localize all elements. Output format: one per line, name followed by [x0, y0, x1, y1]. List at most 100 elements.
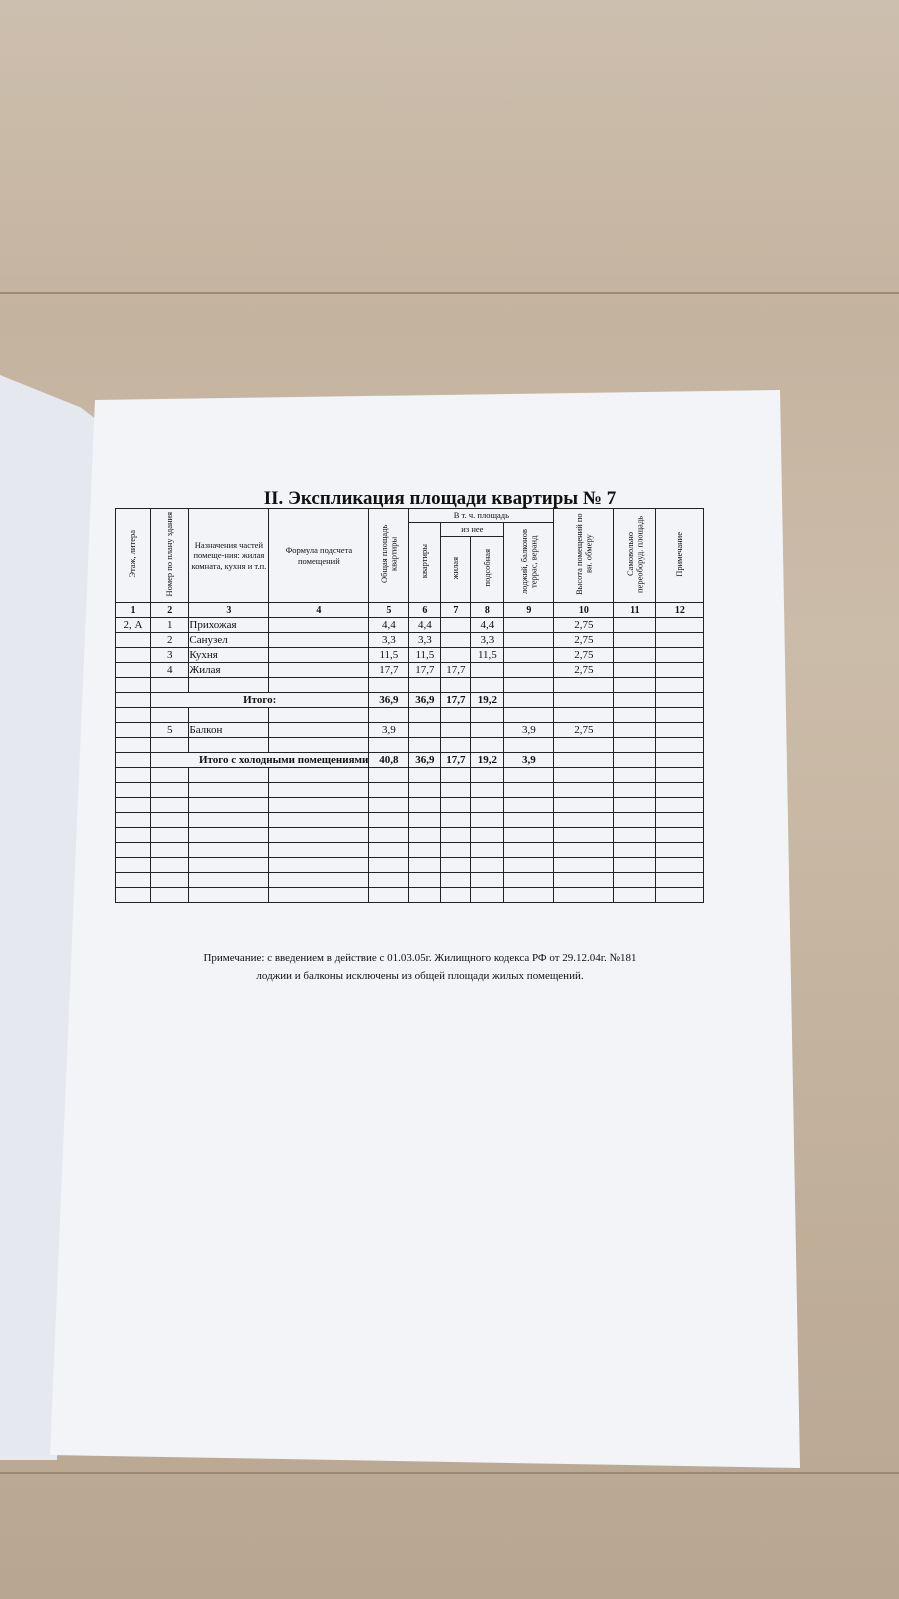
header-cell: Этаж, литера — [115, 508, 151, 603]
header-text: жилая — [450, 556, 461, 580]
empty-row — [115, 842, 705, 858]
cell — [115, 827, 151, 843]
cell — [149, 857, 190, 873]
header-cell: лоджий, балконов террас, веранд — [503, 522, 555, 603]
cell — [268, 737, 370, 753]
cell: 36,9 — [408, 752, 442, 768]
cell — [613, 782, 657, 798]
cell — [655, 827, 705, 843]
header-text: квартиры — [419, 543, 430, 579]
cell — [470, 737, 505, 753]
column-number: 5 — [368, 602, 410, 618]
cell — [115, 812, 151, 828]
header-cell: Высота помещений по вн. обмеру — [553, 508, 615, 603]
cell — [613, 857, 657, 873]
cell — [470, 767, 505, 783]
cell — [368, 767, 410, 783]
column-number: 7 — [440, 602, 472, 618]
cell — [115, 842, 151, 858]
cell — [440, 797, 472, 813]
cell — [613, 677, 657, 693]
cell — [268, 707, 370, 723]
cell — [470, 677, 505, 693]
cell — [655, 647, 705, 663]
cell — [655, 737, 705, 753]
cell — [268, 797, 370, 813]
cell: Жилая — [188, 662, 270, 678]
cell — [440, 857, 472, 873]
cell — [440, 842, 472, 858]
cell — [188, 707, 270, 723]
cell — [655, 842, 705, 858]
cell — [655, 692, 705, 708]
cell — [368, 677, 410, 693]
cell — [115, 677, 151, 693]
cell — [613, 617, 657, 633]
cell — [115, 857, 151, 873]
cell: 11,5 — [368, 647, 410, 663]
cell — [553, 677, 615, 693]
cell — [613, 797, 657, 813]
header-cell: В т. ч. площадь — [408, 508, 555, 523]
header-text: Номер по плану здания — [164, 511, 175, 597]
column-number: 4 — [268, 602, 370, 618]
cell — [655, 812, 705, 828]
cell — [613, 692, 657, 708]
cell: Санузел — [188, 632, 270, 648]
cell: 2,75 — [553, 617, 615, 633]
cell — [440, 737, 472, 753]
cell — [503, 632, 555, 648]
cell: 4,4 — [368, 617, 410, 633]
cell — [115, 707, 151, 723]
cell: 3,3 — [408, 632, 442, 648]
cell — [368, 812, 410, 828]
cell — [115, 647, 151, 663]
cell — [655, 857, 705, 873]
cell — [655, 782, 705, 798]
cell — [268, 782, 370, 798]
cell — [149, 707, 190, 723]
cell — [115, 632, 151, 648]
column-number: 1 — [115, 602, 151, 618]
cell — [613, 737, 657, 753]
cell — [655, 797, 705, 813]
cell — [188, 737, 270, 753]
cell — [408, 857, 442, 873]
cell — [115, 797, 151, 813]
cell — [440, 647, 472, 663]
cell: 2 — [149, 632, 190, 648]
cell — [368, 857, 410, 873]
cell — [368, 827, 410, 843]
cell — [115, 692, 151, 708]
cell: 17,7 — [408, 662, 442, 678]
cell — [503, 677, 555, 693]
cell: 3,9 — [368, 722, 410, 738]
explication-table: Этаж, литера Номер по плану здания Назна… — [115, 508, 705, 903]
empty-row — [115, 812, 705, 828]
header-text: Этаж, литера — [127, 530, 138, 578]
cell — [655, 707, 705, 723]
cell — [408, 872, 442, 888]
data-row: 4 Жилая 17,7 17,7 17,7 2,75 — [115, 662, 705, 678]
cell — [655, 887, 705, 903]
cell: 2,75 — [553, 632, 615, 648]
cell — [368, 707, 410, 723]
cell — [149, 812, 190, 828]
header-cell: подсобная — [470, 536, 505, 603]
cell — [115, 872, 151, 888]
cell — [268, 872, 370, 888]
cell: 3,3 — [368, 632, 410, 648]
header-cell: квартиры — [408, 522, 442, 603]
cell — [408, 887, 442, 903]
cell — [613, 842, 657, 858]
cell: 19,2 — [470, 692, 505, 708]
cell — [655, 872, 705, 888]
cell — [440, 887, 472, 903]
cell — [368, 872, 410, 888]
header-cell: Формула подсчета помещений — [268, 508, 370, 603]
cell — [268, 767, 370, 783]
cell — [408, 677, 442, 693]
cell: 3,9 — [503, 752, 555, 768]
empty-row — [115, 737, 705, 753]
data-row: Итого с холодными помещениями 40,8 36,9 17,… — [115, 752, 705, 768]
